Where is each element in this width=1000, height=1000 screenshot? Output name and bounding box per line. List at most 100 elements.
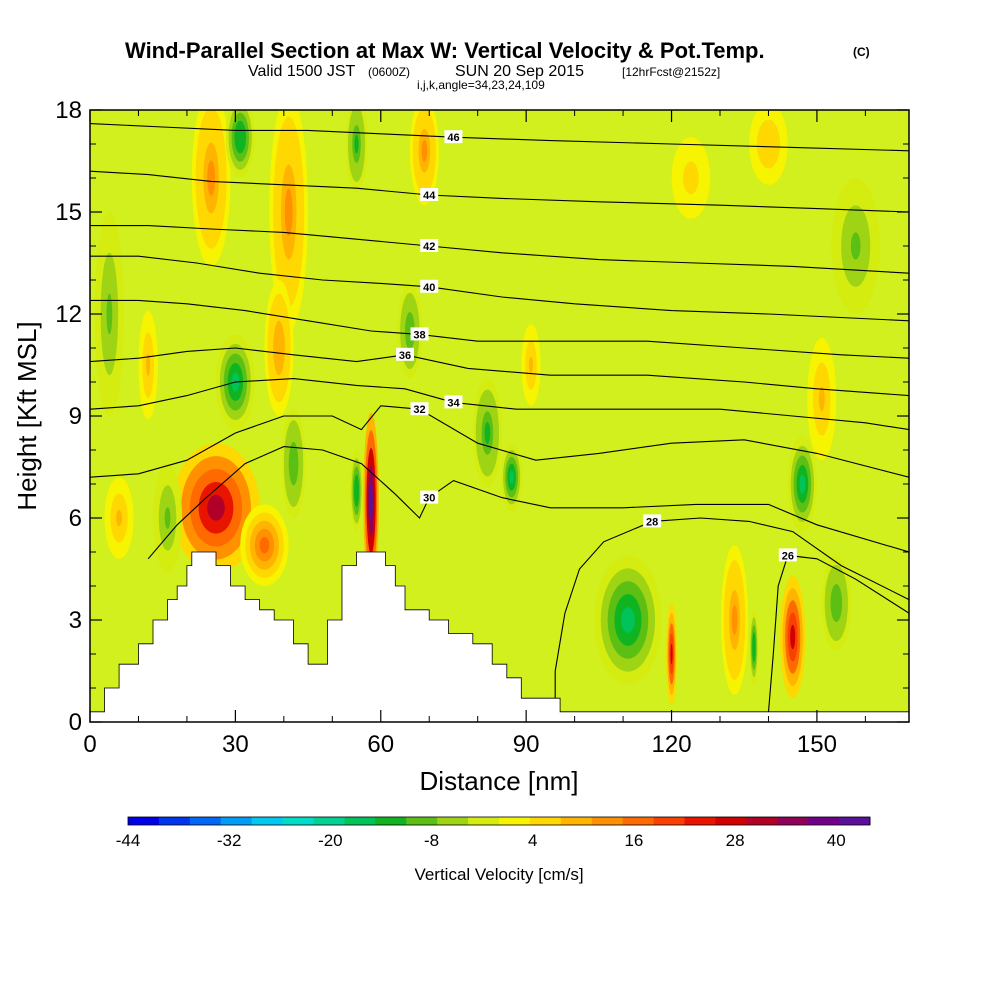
y-tick-label: 0 [69,709,82,736]
velocity-cell [666,603,677,705]
velocity-cell-level [237,129,244,146]
colorbar-swatch [529,817,562,825]
contour-label-bg [444,130,463,144]
velocity-cell-level [509,470,514,485]
velocity-cell-level [833,593,840,613]
velocity-cell [225,110,255,178]
x-tick-label: 120 [652,731,692,758]
velocity-cell [345,110,368,192]
colorbar-tick-label: -44 [116,831,141,850]
colorbar-swatch [220,817,253,825]
colorbar-swatch [406,817,438,825]
colorbar-swatch [622,817,655,825]
velocity-cell-level [369,483,373,519]
y-tick-label: 12 [55,301,82,328]
colorbar-swatch [128,817,160,825]
theta-contour-30 [147,446,909,560]
velocity-cell [153,463,183,573]
x-axis-title: Distance [nm] [420,766,579,796]
colorbar-swatch [653,817,685,825]
colorbar-swatch [715,817,747,825]
velocity-cell-level [291,452,296,475]
velocity-cell-level [529,356,533,374]
y-axis-title: Height [Kft MSL] [12,321,42,510]
velocity-cell [807,337,837,461]
velocity-cell [787,436,817,532]
colorbar-tick-label: -32 [217,831,242,850]
velocity-cell [780,575,806,699]
velocity-cell [831,178,880,314]
colorbar-swatch [375,817,407,825]
x-axis: 0 30 60 90 120 150 [83,110,866,758]
theta-contour-46 [90,123,909,152]
velocity-cell [671,137,711,219]
contour-label-30: 30 [423,493,435,505]
velocity-cell [409,110,439,206]
colorbar-swatch [251,817,284,825]
colorbar-swatch [777,817,809,825]
colorbar-tick-label: 40 [827,831,846,850]
contour-label-bg [778,548,797,562]
contour-label-46: 46 [447,132,459,144]
velocity-cell-level [355,482,358,499]
colorbar-swatch [684,817,716,825]
x-tick-label: 60 [367,731,394,758]
velocity-cell-level [146,354,151,376]
valid-date: SUN 20 Sep 2015 [455,63,584,80]
colorbar-swatch [746,817,778,825]
velocity-cell [500,443,523,512]
contour-label-26: 26 [782,550,794,562]
contour-label-28: 28 [646,516,658,528]
x-tick-label: 150 [797,731,837,758]
y-tick-label: 9 [69,403,82,430]
colorbar-swatch [839,817,871,825]
x-tick-label: 30 [222,731,249,758]
contour-label-bg [420,239,439,252]
velocity-cell-level [818,386,825,412]
velocity-cell-level [799,474,806,494]
velocity-cell-level [284,188,293,236]
contour-label-bg [420,490,439,504]
velocity-cell [191,110,231,267]
colorbar-tick-label: -8 [424,831,439,850]
valid-time: Valid 1500 JST [248,63,356,80]
velocity-cell-level [106,293,113,335]
chart-title: Wind-Parallel Section at Max W: Vertical… [125,38,765,63]
colorbar-tick-label: -20 [318,831,343,850]
y-tick-label: 15 [55,199,82,226]
velocity-cell-level [116,509,122,527]
colorbar-title: Vertical Velocity [cm/s] [414,865,583,884]
contour-label-bg [410,402,429,416]
contour-label-bg [420,279,439,293]
velocity-cell [172,443,260,573]
grid-indices: i,j,k,angle=34,23,24,109 [417,78,545,92]
y-tick-label: 6 [69,505,82,532]
colorbar: -44 -32 -20 -8 4 16 28 40 [116,816,871,850]
contour-label-bg [643,514,662,528]
velocity-cell-level [687,169,695,187]
colorbar-swatch [158,817,191,825]
velocity-cell [521,324,541,406]
velocity-cell [821,555,851,651]
colorbar-swatch [499,817,531,825]
colorbar-tick-label: 28 [726,831,745,850]
x-tick-label: 0 [83,731,96,758]
y-tick-label: 18 [55,97,82,124]
velocity-cell-level [354,134,359,154]
contour-label-40: 40 [423,282,435,294]
velocity-cell [94,212,124,416]
contour-label-bg [410,327,429,341]
contour-label-bg [396,347,414,361]
velocity-cell [594,555,662,685]
velocity-cell [350,450,363,532]
velocity-cell [264,280,294,416]
contour-label-34: 34 [447,397,460,409]
terrain [90,551,909,722]
contour-label-44: 44 [423,190,436,202]
velocity-cell [269,110,309,331]
velocity-cell [720,545,749,695]
colorbar-swatch [437,817,469,825]
valid-utc: (0600Z) [368,65,410,79]
